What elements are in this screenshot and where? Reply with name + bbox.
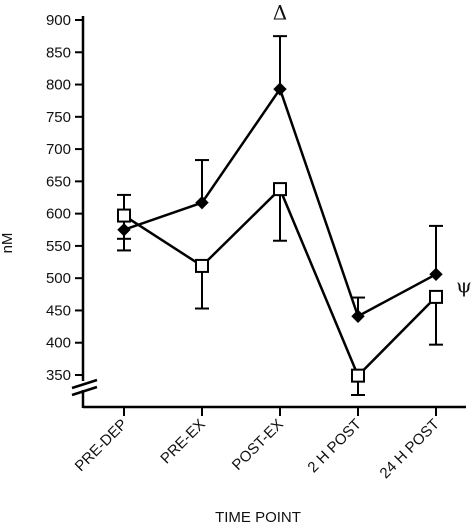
delta-annotation: Δ bbox=[273, 1, 287, 25]
data-point-square bbox=[351, 368, 365, 383]
x-axis-title: TIME POINT bbox=[215, 509, 301, 526]
x-tick-label: POST-EX bbox=[229, 416, 287, 474]
data-point-square bbox=[195, 258, 209, 273]
x-tick-label: 24 H POST bbox=[377, 416, 443, 482]
x-tick-label: PRE-EX bbox=[157, 416, 209, 468]
y-tick-label: 900 bbox=[46, 12, 71, 29]
data-point-diamond bbox=[351, 309, 365, 323]
data-point-square bbox=[273, 182, 287, 197]
y-tick-label: 400 bbox=[46, 335, 71, 352]
axis-break-mark bbox=[71, 378, 98, 390]
axis-break-mark bbox=[71, 385, 98, 397]
data-point-diamond bbox=[429, 267, 443, 282]
data-point-square bbox=[117, 208, 131, 223]
x-tick-label: PRE-DEP bbox=[72, 416, 131, 475]
y-tick-label: 800 bbox=[46, 77, 71, 94]
data-point-diamond bbox=[273, 82, 287, 96]
plot-area: Δψ bbox=[117, 1, 472, 397]
y-tick-label: 850 bbox=[46, 44, 71, 61]
y-tick-label: 350 bbox=[46, 367, 71, 384]
y-tick-label: 500 bbox=[46, 270, 71, 287]
axes bbox=[71, 16, 466, 409]
y-axis-ticks: 350 400 450 500 550 600 650 700 750 800 850 900 bbox=[46, 12, 83, 384]
psi-annotation: ψ bbox=[456, 274, 472, 298]
y-tick-label: 450 bbox=[46, 302, 71, 319]
y-tick-label: 600 bbox=[46, 206, 71, 223]
series-1 bbox=[117, 35, 443, 323]
data-point-diamond bbox=[195, 195, 209, 210]
x-axis-ticks: PRE-DEP PRE-EX POST-EX 2 H POST 24 H POST bbox=[72, 407, 443, 482]
y-tick-label: 700 bbox=[46, 141, 71, 158]
series-2 bbox=[117, 182, 443, 397]
y-tick-label: 650 bbox=[46, 173, 71, 190]
data-point-square bbox=[429, 289, 443, 304]
y-axis-title: nM bbox=[0, 233, 16, 254]
x-tick-label: 2 H POST bbox=[304, 416, 364, 476]
y-tick-label: 750 bbox=[46, 109, 71, 126]
y-tick-label: 550 bbox=[46, 238, 71, 255]
